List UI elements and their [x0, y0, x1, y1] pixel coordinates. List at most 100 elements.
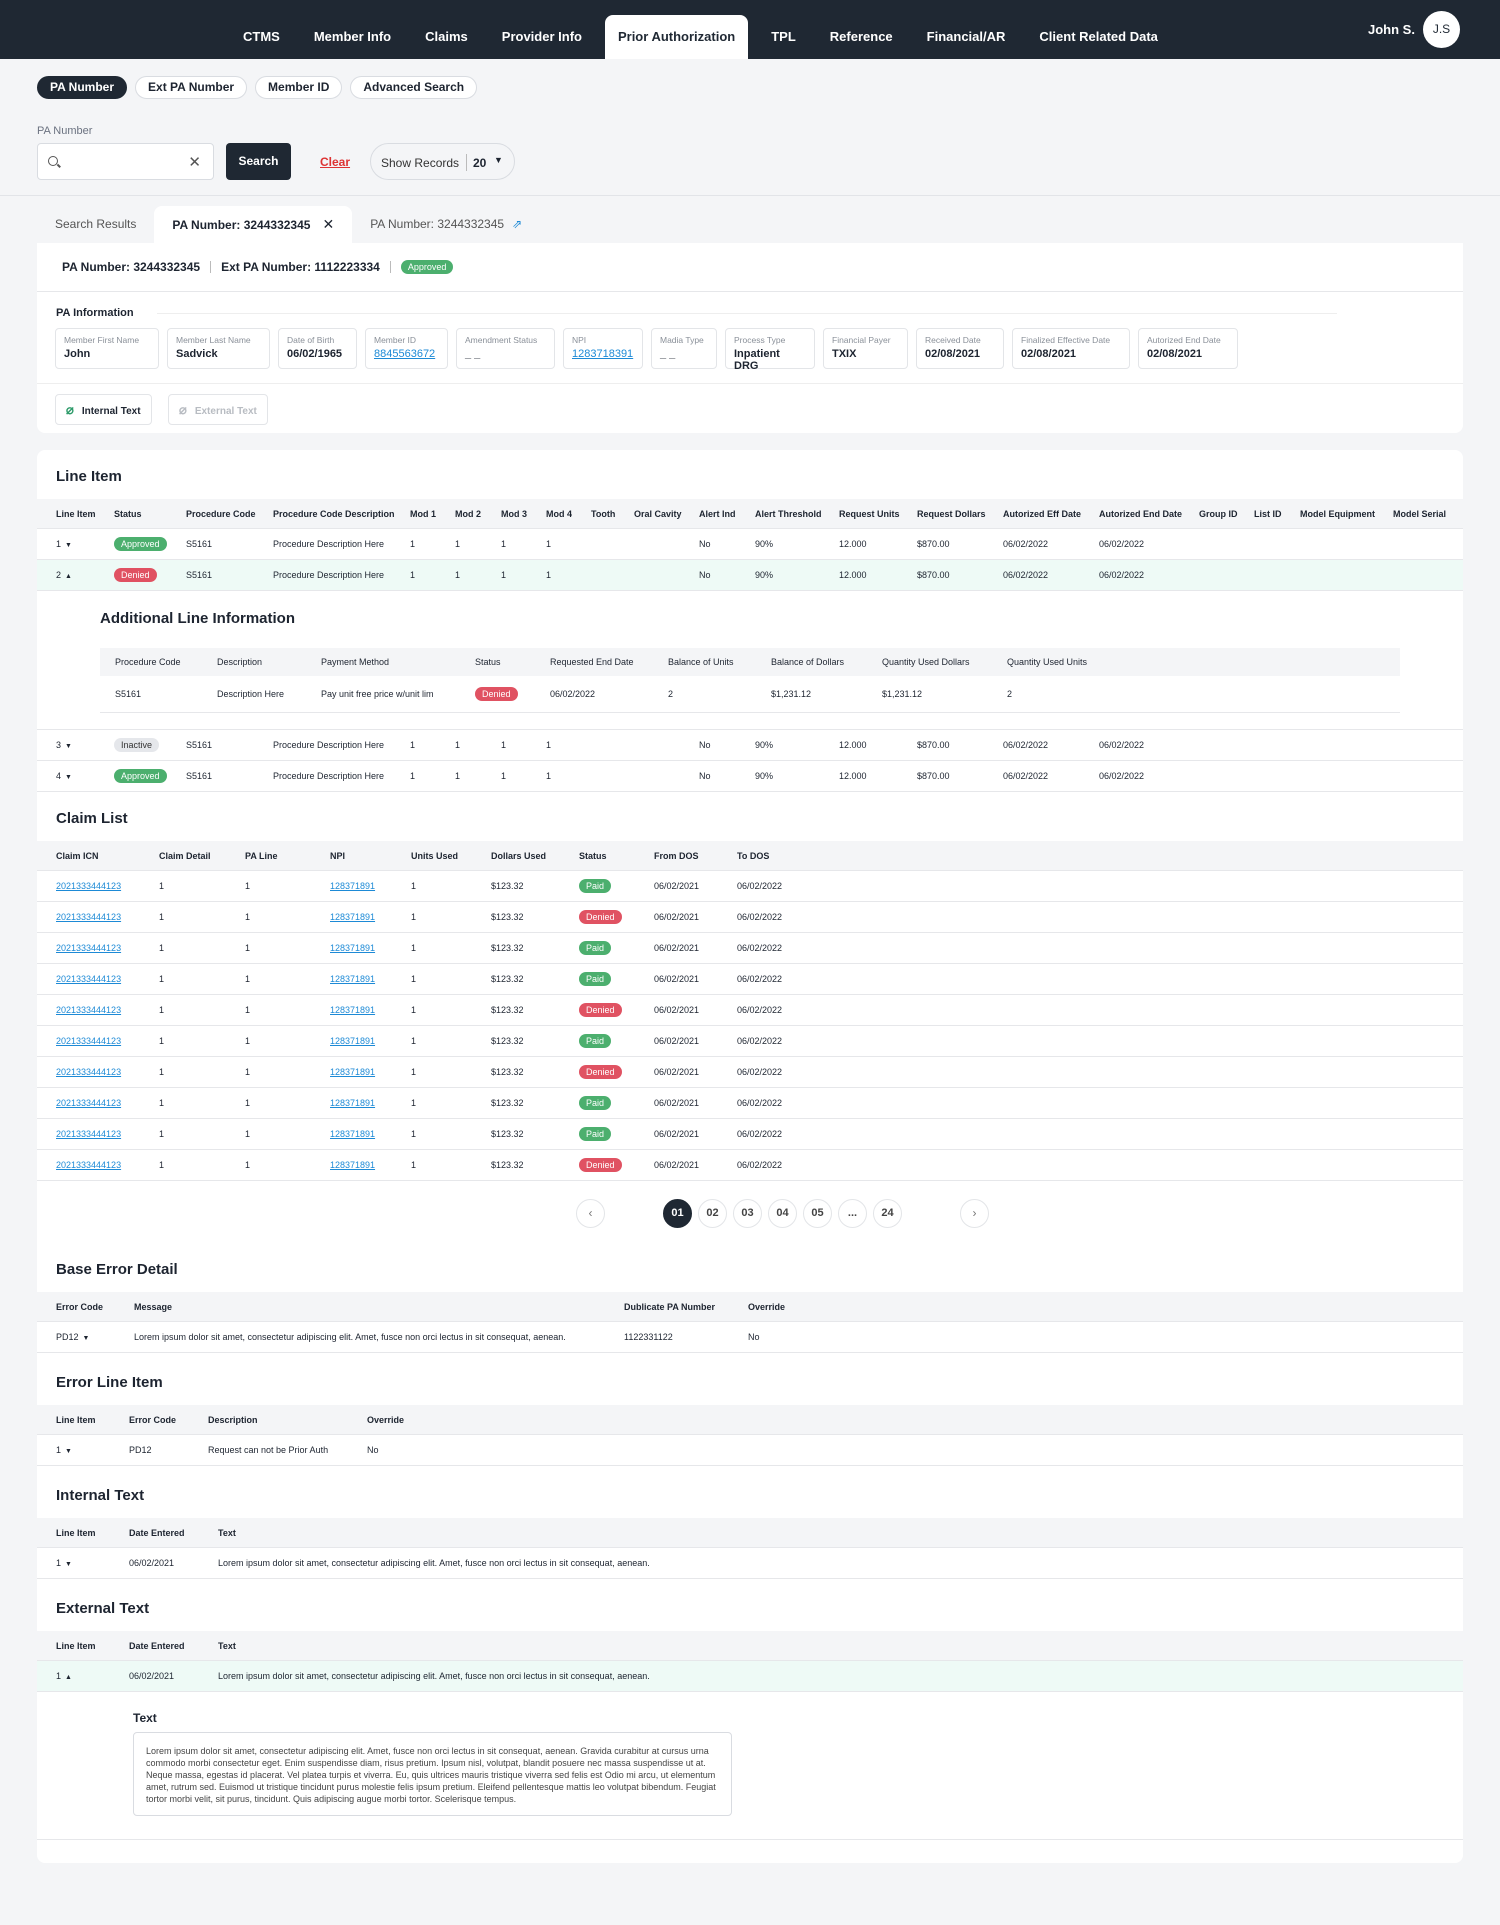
page-button[interactable]: 02 — [698, 1199, 727, 1228]
nav-item-client-related-data[interactable]: Client Related Data — [1039, 29, 1158, 44]
tab-pa-number-external[interactable]: PA Number: 3244332345 ⇗ — [352, 206, 540, 243]
search-button[interactable]: Search — [226, 143, 291, 180]
avatar[interactable]: J.S — [1423, 11, 1460, 48]
table-row[interactable]: 2021333444123 1 1 128371891 1 $123.32 Denied 06… — [37, 995, 1463, 1026]
line-item-toggle[interactable]: 2 ▲ — [56, 570, 72, 580]
line-item-toggle[interactable]: 4 ▼ — [56, 771, 72, 781]
external-text-button[interactable]: ⌀ External Text — [168, 394, 268, 425]
npi-link[interactable]: 1283718391 — [572, 348, 634, 360]
npi-link[interactable]: 128371891 — [330, 1005, 376, 1015]
table-row[interactable]: 3 ▼ Inactive S5161 Procedure Description … — [37, 730, 1463, 761]
clear-link[interactable]: Clear — [320, 155, 351, 169]
line-item-toggle[interactable]: 1 ▼ — [56, 1445, 72, 1455]
search-area: PA Number Ext PA Number Member ID Advanc… — [0, 59, 1500, 196]
table-cell: 1 — [159, 1098, 165, 1108]
pa-number-title: PA Number: 3244332345 — [62, 260, 201, 274]
table-row[interactable]: 2021333444123 1 1 128371891 1 $123.32 Paid 06/0… — [37, 871, 1463, 902]
error-line-item-title: Error Line Item — [56, 1374, 163, 1391]
table-cell: 128371891 — [330, 1129, 375, 1139]
table-row[interactable]: 2021333444123 1 1 128371891 1 $123.32 Denied 06… — [37, 1150, 1463, 1181]
table-row[interactable]: 2021333444123 1 1 128371891 1 $123.32 Paid 06/0… — [37, 1088, 1463, 1119]
tab-search-results[interactable]: Search Results — [37, 206, 154, 243]
pill-pa-number[interactable]: PA Number — [37, 76, 128, 99]
nav-item-claims[interactable]: Claims — [425, 29, 468, 44]
page-button[interactable]: 01 — [663, 1199, 692, 1228]
claim-icn-link[interactable]: 2021333444123 — [56, 1129, 122, 1139]
pill-ext-pa-number[interactable]: Ext PA Number — [135, 76, 248, 99]
table-row[interactable]: 1 ▼ 06/02/2021 Lorem ipsum dolor sit amet… — [37, 1548, 1463, 1579]
table-cell: 2021333444123 — [56, 1005, 121, 1015]
nav-item-financial-ar[interactable]: Financial/AR — [926, 29, 1006, 44]
table-row[interactable]: 2 ▲ Denied S5161 Procedure Description He… — [37, 560, 1463, 591]
table-row[interactable]: 2021333444123 1 1 128371891 1 $123.32 Paid 06/0… — [37, 1026, 1463, 1057]
npi-link[interactable]: 128371891 — [330, 974, 376, 984]
table-row[interactable]: 2021333444123 1 1 128371891 1 $123.32 Denied 06… — [37, 902, 1463, 933]
page-button[interactable]: 05 — [803, 1199, 832, 1228]
pill-advanced-search[interactable]: Advanced Search — [350, 76, 478, 99]
pill-member-id[interactable]: Member ID — [255, 76, 343, 99]
line-item-toggle[interactable]: 1 ▼ — [56, 1558, 72, 1568]
claim-icn-link[interactable]: 2021333444123 — [56, 943, 122, 953]
table-cell: 2 — [668, 689, 674, 699]
npi-link[interactable]: 128371891 — [330, 881, 376, 891]
internal-text-button[interactable]: ⌀ Internal Text — [55, 394, 152, 425]
table-row[interactable]: 1 ▼ PD12 Request can not be Prior Auth No — [37, 1435, 1463, 1466]
table-row[interactable]: 2021333444123 1 1 128371891 1 $123.32 Denied 06… — [37, 1057, 1463, 1088]
nav-item-provider-info[interactable]: Provider Info — [501, 29, 582, 44]
column-header: Model Equipment — [1300, 508, 1375, 519]
claim-icn-link[interactable]: 2021333444123 — [56, 1005, 122, 1015]
npi-link[interactable]: 128371891 — [330, 1160, 376, 1170]
nav-item-tpl[interactable]: TPL — [771, 29, 796, 44]
status-badge: Paid — [579, 1096, 612, 1110]
page-button[interactable]: 04 — [768, 1199, 797, 1228]
claim-icn-link[interactable]: 2021333444123 — [56, 1098, 122, 1108]
line-item-toggle[interactable]: 3 ▼ — [56, 740, 72, 750]
line-item-toggle[interactable]: 1 ▼ — [56, 539, 72, 549]
next-page-button[interactable]: › — [960, 1199, 989, 1228]
show-records-select[interactable]: Show Records 20 ▼ — [370, 143, 515, 180]
claim-icn-link[interactable]: 2021333444123 — [56, 974, 122, 984]
line-item-toggle[interactable]: 1 ▲ — [56, 1671, 72, 1681]
prev-page-button[interactable]: ‹ — [576, 1199, 605, 1228]
column-header: Date Entered — [129, 1527, 185, 1538]
table-row[interactable]: 1 ▲ 06/02/2021 Lorem ipsum dolor sit amet… — [37, 1661, 1463, 1692]
close-icon[interactable]: ✕ — [322, 216, 335, 232]
external-link-icon[interactable]: ⇗ — [512, 217, 523, 231]
nav-item-member-info[interactable]: Member Info — [313, 29, 392, 44]
table-cell: 1 — [159, 1005, 165, 1015]
tab-pa-number-active[interactable]: PA Number: 3244332345 ✕ — [154, 206, 353, 243]
nav-item-ctms[interactable]: CTMS — [243, 29, 280, 44]
table-row[interactable]: 1 ▼ Approved S5161 Procedure Description … — [37, 529, 1463, 560]
table-row[interactable]: 2021333444123 1 1 128371891 1 $123.32 Paid 06/0… — [37, 964, 1463, 995]
table-cell: $123.32 — [491, 1129, 524, 1139]
pa-number-input[interactable] — [64, 154, 174, 168]
member-id-link[interactable]: 8845563672 — [374, 348, 436, 360]
page-button[interactable]: 03 — [733, 1199, 762, 1228]
claim-icn-link[interactable]: 2021333444123 — [56, 1160, 122, 1170]
table-cell: 06/02/2022 — [737, 1036, 783, 1046]
table-row[interactable]: 2021333444123 1 1 128371891 1 $123.32 Paid 06/0… — [37, 1119, 1463, 1150]
table-cell: 1 — [245, 1036, 251, 1046]
nav-item-prior-authorization[interactable]: Prior Authorization — [604, 15, 749, 59]
npi-link[interactable]: 128371891 — [330, 943, 376, 953]
error-code-toggle[interactable]: PD12 ▼ — [56, 1332, 89, 1342]
table-row[interactable]: PD12 ▼ Lorem ipsum dolor sit amet, consec… — [37, 1322, 1463, 1353]
clear-input-icon[interactable]: ✕ — [188, 154, 201, 171]
claim-icn-link[interactable]: 2021333444123 — [56, 1036, 122, 1046]
claim-icn-link[interactable]: 2021333444123 — [56, 881, 122, 891]
page-button[interactable]: 24 — [873, 1199, 902, 1228]
claim-icn-link[interactable]: 2021333444123 — [56, 1067, 122, 1077]
table-row[interactable]: 4 ▼ Approved S5161 Procedure Description … — [37, 761, 1463, 792]
user-name[interactable]: John S. — [1368, 22, 1415, 37]
column-header: Override — [748, 1301, 786, 1312]
nav-item-reference[interactable]: Reference — [829, 29, 893, 44]
npi-link[interactable]: 128371891 — [330, 1098, 376, 1108]
table-cell: 1 — [245, 1067, 251, 1077]
npi-link[interactable]: 128371891 — [330, 1036, 376, 1046]
npi-link[interactable]: 128371891 — [330, 1129, 376, 1139]
npi-link[interactable]: 128371891 — [330, 1067, 376, 1077]
claim-icn-link[interactable]: 2021333444123 — [56, 912, 122, 922]
table-cell: 06/02/2022 — [737, 1067, 783, 1077]
table-row[interactable]: 2021333444123 1 1 128371891 1 $123.32 Paid 06/0… — [37, 933, 1463, 964]
npi-link[interactable]: 128371891 — [330, 912, 376, 922]
